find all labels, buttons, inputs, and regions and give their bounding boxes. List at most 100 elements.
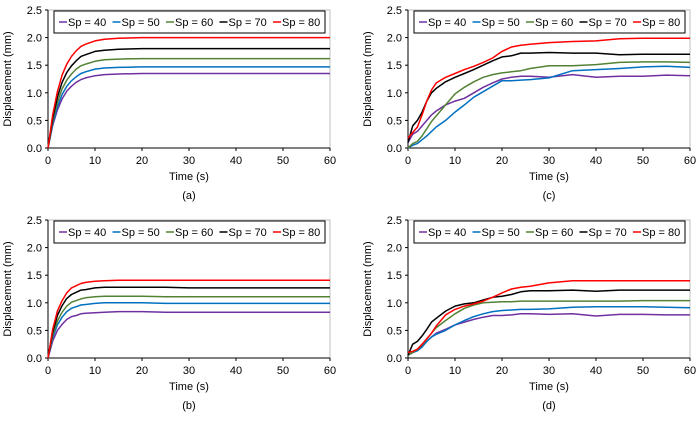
legend-box — [53, 220, 326, 244]
panel-caption: (c) — [543, 190, 556, 202]
y-tick-label: 1.5 — [387, 60, 402, 72]
y-tick-label: 0.5 — [27, 325, 42, 337]
legend-label: Sp = 40 — [428, 227, 466, 239]
series-line-50 — [407, 305, 691, 356]
legend-label: Sp = 70 — [589, 227, 627, 239]
panel-caption: (a) — [182, 190, 195, 202]
series-line-80 — [47, 279, 330, 359]
x-tick-label: 60 — [684, 155, 696, 167]
x-tick-label: 10 — [449, 155, 461, 167]
series-line-80 — [47, 36, 330, 149]
x-axis-label: Time (s) — [169, 381, 209, 393]
x-axis-label: Time (s) — [529, 171, 569, 183]
x-tick-label: 50 — [277, 365, 289, 377]
y-axis-label: Displacement (mm) — [362, 241, 374, 336]
x-tick-label: 40 — [590, 365, 602, 377]
y-tick-label: 0.0 — [387, 143, 402, 155]
y-tick-label: 0.5 — [27, 115, 42, 127]
chart-panel-b: 0.0 0.5 1.0 1.5 2.0 2.5 0 10 20 30 40 50 60 Time (s) D… — [2, 215, 336, 412]
series-line-40 — [47, 72, 330, 149]
series-line-40 — [407, 313, 690, 356]
y-axis-label: Displacement (mm) — [362, 31, 374, 126]
legend-label: Sp = 70 — [229, 227, 267, 239]
panel-caption: (b) — [182, 400, 195, 412]
y-tick-label: 0.5 — [387, 325, 402, 337]
x-tick-label: 50 — [637, 155, 649, 167]
legend-label: Sp = 80 — [642, 17, 680, 29]
chart-panel-c: 0.0 0.5 1.0 1.5 2.0 2.5 0 10 20 30 40 50 60 Time (s) D… — [362, 5, 696, 202]
x-tick-label: 60 — [324, 155, 336, 167]
legend: Sp = 40 Sp = 50 Sp = 60 Sp = 70 Sp = 80 — [413, 220, 686, 244]
x-tick-label: 10 — [89, 155, 101, 167]
y-tick-label: 0.0 — [27, 353, 42, 365]
series-line-50 — [47, 66, 330, 149]
x-tick-label: 30 — [183, 365, 195, 377]
x-tick-label: 40 — [230, 155, 242, 167]
series-line-40 — [47, 310, 330, 359]
y-tick-label: 2.0 — [387, 243, 402, 255]
y-tick-label: 0.5 — [387, 115, 402, 127]
x-tick-label: 20 — [496, 365, 508, 377]
legend-label: Sp = 40 — [428, 17, 466, 29]
y-tick-label: 1.0 — [27, 88, 42, 100]
series-line-80 — [407, 279, 690, 354]
legend-label: Sp = 60 — [535, 17, 573, 29]
y-tick-label: 1.0 — [27, 298, 42, 310]
y-tick-label: 2.0 — [27, 33, 42, 45]
y-tick-label: 2.0 — [387, 33, 402, 45]
x-tick-label: 0 — [405, 155, 411, 167]
y-tick-label: 2.5 — [387, 215, 402, 227]
legend: Sp = 40 Sp = 50 Sp = 60 Sp = 70 Sp = 80 — [413, 10, 686, 34]
legend-box — [413, 10, 686, 34]
legend-label: Sp = 60 — [535, 227, 573, 239]
legend-label: Sp = 50 — [122, 17, 160, 29]
y-tick-label: 2.5 — [27, 5, 42, 17]
x-tick-label: 30 — [543, 365, 555, 377]
x-tick-label: 0 — [45, 365, 51, 377]
y-tick-label: 0.0 — [387, 353, 402, 365]
x-tick-label: 40 — [590, 155, 602, 167]
x-tick-label: 10 — [89, 365, 101, 377]
y-tick-label: 1.5 — [27, 60, 42, 72]
legend: Sp = 40 Sp = 50 Sp = 60 Sp = 70 Sp = 80 — [53, 220, 326, 244]
y-tick-label: 1.5 — [27, 270, 42, 282]
series-line-40 — [407, 73, 691, 143]
x-tick-label: 30 — [543, 155, 555, 167]
series-line-50 — [407, 65, 691, 149]
legend-label: Sp = 40 — [68, 17, 106, 29]
legend-box — [413, 220, 686, 244]
chart-panel-a: 0.0 0.5 1.0 1.5 2.0 2.5 0 10 20 30 40 50 60 Time (s) D… — [2, 5, 336, 202]
series-line-70 — [47, 47, 330, 149]
x-tick-label: 30 — [183, 155, 195, 167]
legend: Sp = 40 Sp = 50 Sp = 60 Sp = 70 Sp = 80 — [53, 10, 326, 34]
x-tick-label: 20 — [496, 155, 508, 167]
y-axis-label: Displacement (mm) — [2, 31, 14, 126]
x-axis-label: Time (s) — [169, 171, 209, 183]
x-tick-label: 60 — [684, 365, 696, 377]
legend-label: Sp = 80 — [282, 227, 320, 239]
y-tick-label: 2.5 — [387, 5, 402, 17]
legend-label: Sp = 50 — [482, 227, 520, 239]
series-line-80 — [407, 37, 690, 139]
x-tick-label: 60 — [324, 365, 336, 377]
x-tick-label: 0 — [45, 155, 51, 167]
y-tick-label: 2.0 — [27, 243, 42, 255]
chart-panel-d: 0.0 0.5 1.0 1.5 2.0 2.5 0 10 20 30 40 50 60 Time (s) D… — [362, 215, 696, 412]
legend-label: Sp = 70 — [229, 17, 267, 29]
y-tick-label: 0.0 — [27, 143, 42, 155]
panel-caption: (d) — [542, 400, 555, 412]
y-tick-label: 1.5 — [387, 270, 402, 282]
legend-label: Sp = 80 — [642, 227, 680, 239]
legend-label: Sp = 50 — [122, 227, 160, 239]
x-tick-label: 50 — [277, 155, 289, 167]
series-line-60 — [47, 57, 330, 149]
x-tick-label: 10 — [449, 365, 461, 377]
series-line-60 — [407, 61, 691, 149]
y-axis-label: Displacement (mm) — [2, 241, 14, 336]
y-tick-label: 2.5 — [27, 215, 42, 227]
legend-label: Sp = 40 — [68, 227, 106, 239]
legend-label: Sp = 60 — [175, 227, 213, 239]
x-tick-label: 20 — [136, 365, 148, 377]
x-axis-label: Time (s) — [529, 381, 569, 393]
